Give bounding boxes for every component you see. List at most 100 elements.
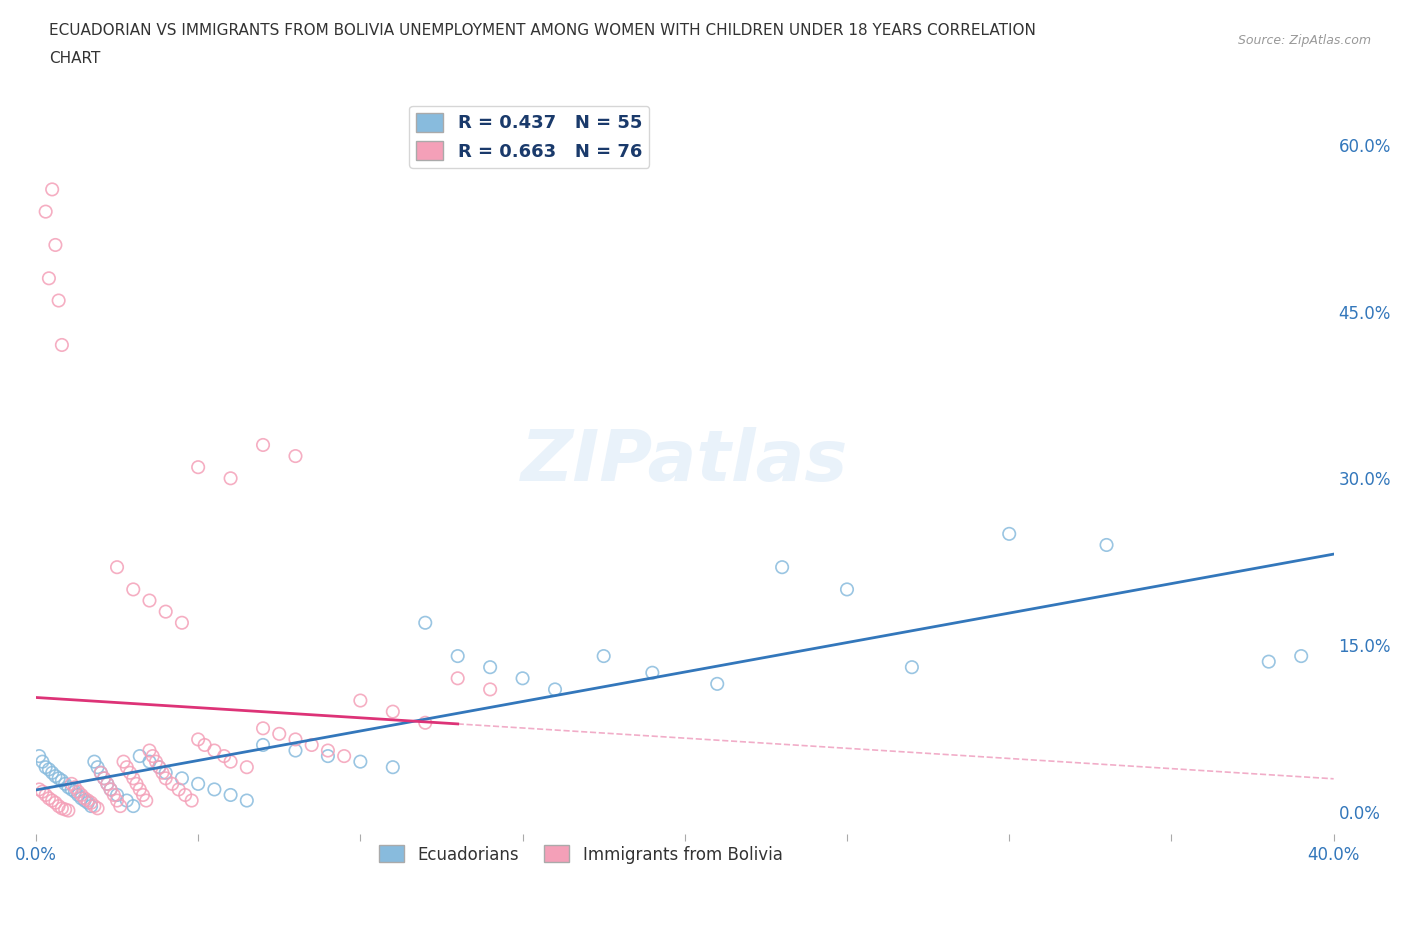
Point	[284, 743, 307, 758]
Point	[349, 693, 371, 708]
Point	[155, 771, 177, 786]
Point	[105, 793, 128, 808]
Point	[93, 771, 115, 786]
Point	[447, 648, 470, 663]
Point	[60, 782, 83, 797]
Point	[316, 743, 339, 758]
Point	[212, 749, 235, 764]
Text: CHART: CHART	[49, 51, 101, 66]
Point	[128, 782, 150, 797]
Point	[122, 771, 145, 786]
Point	[51, 338, 73, 352]
Point	[73, 793, 96, 808]
Point	[63, 779, 86, 794]
Point	[110, 799, 132, 814]
Point	[86, 801, 108, 816]
Point	[31, 784, 53, 799]
Point	[1257, 654, 1279, 669]
Point	[333, 749, 356, 764]
Point	[100, 782, 122, 797]
Point	[67, 788, 90, 803]
Point	[998, 526, 1021, 541]
Point	[28, 782, 51, 797]
Point	[706, 676, 728, 691]
Point	[1095, 538, 1118, 552]
Point	[187, 732, 209, 747]
Point	[63, 784, 86, 799]
Point	[901, 659, 924, 674]
Point	[67, 784, 90, 799]
Point	[381, 760, 404, 775]
Point	[479, 659, 502, 674]
Point	[53, 802, 76, 817]
Point	[142, 749, 165, 764]
Point	[70, 790, 93, 805]
Point	[148, 760, 170, 775]
Point	[155, 765, 177, 780]
Point	[41, 182, 63, 197]
Point	[76, 793, 98, 808]
Point	[138, 754, 160, 769]
Point	[38, 762, 60, 777]
Point	[96, 777, 118, 791]
Point	[641, 665, 664, 680]
Point	[58, 779, 80, 794]
Point	[125, 777, 148, 791]
Point	[135, 793, 157, 808]
Point	[122, 582, 145, 597]
Point	[83, 754, 105, 769]
Point	[152, 765, 174, 780]
Point	[170, 616, 193, 631]
Text: ECUADORIAN VS IMMIGRANTS FROM BOLIVIA UNEMPLOYMENT AMONG WOMEN WITH CHILDREN UND: ECUADORIAN VS IMMIGRANTS FROM BOLIVIA UN…	[49, 23, 1036, 38]
Point	[28, 749, 51, 764]
Point	[155, 604, 177, 619]
Point	[301, 737, 323, 752]
Point	[128, 749, 150, 764]
Point	[284, 448, 307, 463]
Point	[103, 788, 125, 803]
Point	[413, 616, 436, 631]
Point	[479, 682, 502, 697]
Point	[132, 788, 155, 803]
Point	[349, 754, 371, 769]
Point	[48, 799, 70, 814]
Point	[76, 795, 98, 810]
Point	[34, 205, 56, 219]
Point	[219, 754, 242, 769]
Point	[80, 795, 103, 810]
Point	[269, 726, 291, 741]
Point	[70, 788, 93, 803]
Point	[236, 793, 259, 808]
Point	[90, 765, 112, 780]
Point	[51, 801, 73, 816]
Point	[170, 771, 193, 786]
Point	[187, 777, 209, 791]
Point	[592, 648, 614, 663]
Point	[51, 773, 73, 788]
Point	[236, 760, 259, 775]
Point	[31, 754, 53, 769]
Point	[202, 743, 225, 758]
Point	[41, 793, 63, 808]
Point	[167, 782, 190, 797]
Point	[219, 471, 242, 485]
Point	[174, 788, 197, 803]
Point	[413, 715, 436, 730]
Point	[138, 593, 160, 608]
Point	[105, 560, 128, 575]
Legend: Ecuadorians, Immigrants from Bolivia: Ecuadorians, Immigrants from Bolivia	[373, 839, 789, 870]
Point	[219, 788, 242, 803]
Point	[770, 560, 793, 575]
Point	[252, 721, 274, 736]
Point	[112, 754, 135, 769]
Point	[381, 704, 404, 719]
Point	[447, 671, 470, 685]
Point	[284, 732, 307, 747]
Point	[316, 749, 339, 764]
Point	[115, 793, 138, 808]
Point	[180, 793, 202, 808]
Point	[41, 765, 63, 780]
Point	[512, 671, 534, 685]
Point	[34, 788, 56, 803]
Point	[138, 743, 160, 758]
